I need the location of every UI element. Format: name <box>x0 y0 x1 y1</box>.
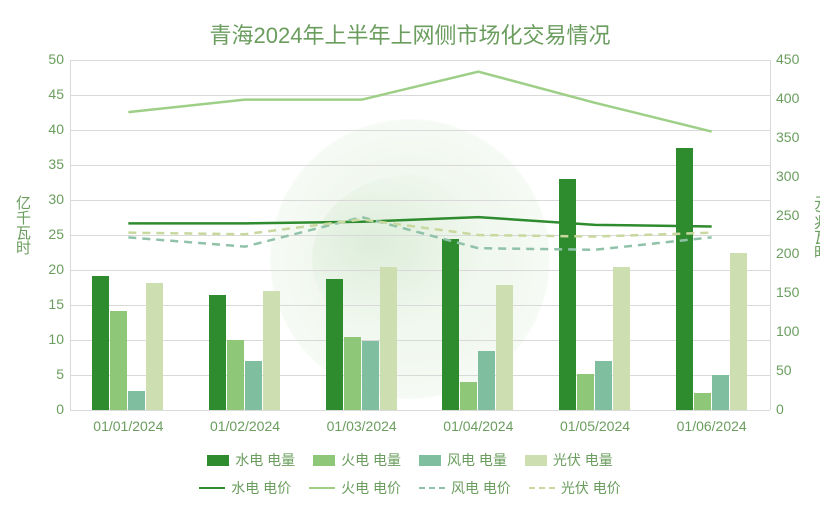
legend-label: 水电 电价 <box>231 478 291 498</box>
legend-label: 风电 电价 <box>451 478 511 498</box>
legend-label: 光伏 电量 <box>553 450 613 470</box>
x-tick: 01/01/2024 <box>93 418 163 434</box>
x-tick: 01/03/2024 <box>327 418 397 434</box>
y-right-tick: 300 <box>776 168 799 184</box>
y-right-tick: 50 <box>776 362 792 378</box>
bar <box>676 148 693 411</box>
chart-title: 青海2024年上半年上网侧市场化交易情况 <box>0 18 820 50</box>
legend-swatch-icon <box>199 487 225 489</box>
y-right-tick: 350 <box>776 129 799 145</box>
x-tick: 01/04/2024 <box>443 418 513 434</box>
y-left-tick: 5 <box>56 366 64 382</box>
legend-swatch-icon <box>529 487 555 489</box>
bar <box>362 341 379 410</box>
plot-area <box>70 60 770 410</box>
legend-item: 风电 电价 <box>419 478 511 498</box>
bar <box>559 179 576 410</box>
legend-label: 水电 电量 <box>235 450 295 470</box>
legend-swatch-icon <box>419 455 441 466</box>
legend-item: 光伏 电量 <box>525 450 613 470</box>
y-left-tick: 50 <box>48 51 64 67</box>
bar <box>730 253 747 411</box>
legend-item: 火电 电量 <box>313 450 401 470</box>
legend-swatch-icon <box>525 455 547 466</box>
y-left-tick: 45 <box>48 86 64 102</box>
legend-label: 火电 电量 <box>341 450 401 470</box>
legend-swatch-icon <box>309 487 335 489</box>
bar <box>577 374 594 410</box>
y-left-tick: 0 <box>56 401 64 417</box>
legend-label: 火电 电价 <box>341 478 401 498</box>
y-left-tick: 20 <box>48 261 64 277</box>
y-right-tick: 0 <box>776 401 784 417</box>
plot-border <box>770 60 771 410</box>
y-right-tick: 450 <box>776 51 799 67</box>
y-left-tick: 35 <box>48 156 64 172</box>
y-left-tick: 30 <box>48 191 64 207</box>
plot-border <box>70 60 71 410</box>
bar <box>380 267 397 411</box>
y-right-tick: 400 <box>776 90 799 106</box>
legend-swatch-icon <box>313 455 335 466</box>
y-left-tick: 25 <box>48 226 64 242</box>
y-right-tick: 150 <box>776 284 799 300</box>
x-tick: 01/06/2024 <box>677 418 747 434</box>
bar <box>613 267 630 410</box>
bar <box>110 311 127 410</box>
bar <box>209 295 226 411</box>
bar <box>344 337 361 410</box>
x-tick: 01/05/2024 <box>560 418 630 434</box>
plot-border <box>70 410 770 411</box>
legend-item: 火电 电价 <box>309 478 401 498</box>
bar <box>245 361 262 410</box>
bar <box>595 361 612 410</box>
y-left-label: 亿千瓦时 <box>12 195 33 255</box>
bar <box>442 239 459 411</box>
bar <box>712 375 729 410</box>
legend-swatch-icon <box>419 487 445 489</box>
bar <box>263 291 280 410</box>
bar <box>496 285 513 410</box>
chart-container: 青海2024年上半年上网侧市场化交易情况 0 5 10 15 20 25 30 35 40 45 5… <box>0 0 820 517</box>
bar <box>478 351 495 411</box>
bar <box>92 276 109 410</box>
y-left-tick: 15 <box>48 296 64 312</box>
legend-item: 水电 电价 <box>199 478 291 498</box>
legend-label: 光伏 电价 <box>561 478 621 498</box>
legend-item: 风电 电量 <box>419 450 507 470</box>
y-right-tick: 250 <box>776 207 799 223</box>
y-right-tick: 100 <box>776 323 799 339</box>
y-left-tick: 40 <box>48 121 64 137</box>
x-tick: 01/02/2024 <box>210 418 280 434</box>
bar <box>694 393 711 411</box>
bar <box>460 382 477 410</box>
y-right-label: 元/兆瓦时 <box>810 195 820 259</box>
bar <box>146 283 163 410</box>
bar <box>128 391 145 410</box>
y-right-tick: 200 <box>776 245 799 261</box>
bar <box>227 340 244 410</box>
y-left-tick: 10 <box>48 331 64 347</box>
legend-swatch-icon <box>207 455 229 466</box>
legend-item: 光伏 电价 <box>529 478 621 498</box>
legend-label: 风电 电量 <box>447 450 507 470</box>
bar <box>326 279 343 410</box>
legend-item: 水电 电量 <box>207 450 295 470</box>
